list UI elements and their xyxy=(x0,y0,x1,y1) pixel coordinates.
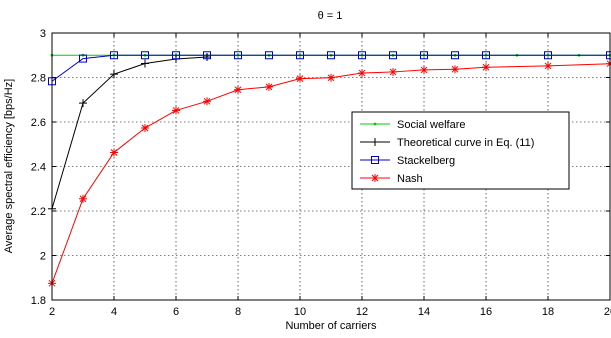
series-line xyxy=(51,56,208,209)
data-point xyxy=(358,69,366,78)
x-tick-label: 20 xyxy=(604,306,611,318)
data-point xyxy=(172,106,180,115)
data-point xyxy=(451,65,459,74)
data-point xyxy=(203,51,211,60)
data-point xyxy=(482,51,490,60)
data-point xyxy=(265,82,273,91)
y-tick-label: 3 xyxy=(40,28,46,40)
legend-label: Stackelberg xyxy=(397,155,455,167)
legend-label: Nash xyxy=(397,173,423,185)
data-point xyxy=(203,97,211,106)
x-tick-label: 10 xyxy=(294,306,306,318)
data-point xyxy=(141,51,149,60)
data-point xyxy=(265,51,273,60)
axis-ticks: 24681012141618201.822.22.42.62.83 xyxy=(31,28,611,318)
data-point xyxy=(110,70,118,79)
y-tick-label: 2.2 xyxy=(31,206,46,218)
legend-marker xyxy=(373,122,377,126)
data-point xyxy=(358,51,366,60)
x-tick-label: 8 xyxy=(235,306,241,318)
chart-title: θ = 1 xyxy=(318,10,343,22)
x-axis-label: Number of carriers xyxy=(285,320,377,332)
data-point xyxy=(544,51,552,60)
data-point xyxy=(420,65,428,74)
y-axis-label: Average spectral efficiency [bps/Hz] xyxy=(3,79,15,253)
data-point xyxy=(79,194,87,203)
data-point xyxy=(327,51,335,60)
data-point xyxy=(327,73,335,82)
data-point xyxy=(389,51,397,60)
x-tick-label: 18 xyxy=(542,306,554,318)
data-point xyxy=(482,63,490,72)
y-tick-label: 2.8 xyxy=(31,73,46,85)
legend-item: Theoretical curve in Eq. (11) xyxy=(360,137,534,149)
series-layer xyxy=(48,51,611,288)
legend-item: Stackelberg xyxy=(360,155,455,167)
y-tick-label: 2.4 xyxy=(31,162,46,174)
data-point xyxy=(172,51,180,60)
data-point xyxy=(296,51,304,60)
data-point xyxy=(79,54,87,63)
x-tick-label: 14 xyxy=(418,306,430,318)
x-tick-label: 2 xyxy=(49,306,55,318)
data-point xyxy=(79,99,87,108)
data-point xyxy=(389,67,397,76)
data-point xyxy=(420,51,428,60)
data-point xyxy=(451,51,459,60)
legend-marker xyxy=(371,174,379,182)
data-point xyxy=(296,74,304,83)
x-tick-label: 12 xyxy=(356,306,368,318)
data-point xyxy=(234,85,242,94)
series-line xyxy=(51,54,610,82)
x-tick-label: 6 xyxy=(173,306,179,318)
legend-marker xyxy=(371,156,379,164)
series-stackelberg xyxy=(48,51,611,86)
data-point xyxy=(110,51,118,60)
data-point xyxy=(141,124,149,133)
legend-item: Nash xyxy=(360,173,423,185)
data-point xyxy=(141,59,149,68)
legend-item: Social welfare xyxy=(360,119,465,131)
data-point xyxy=(544,61,552,70)
data-point xyxy=(110,148,118,157)
data-point xyxy=(234,51,242,60)
y-tick-label: 2 xyxy=(40,251,46,263)
y-tick-label: 1.8 xyxy=(31,295,46,307)
x-tick-label: 4 xyxy=(111,306,117,318)
legend-box xyxy=(351,111,570,190)
series-theoretical-curve-in-eq-11 xyxy=(48,53,211,213)
x-tick-label: 16 xyxy=(480,306,492,318)
data-point xyxy=(203,53,211,62)
legend-label: Social welfare xyxy=(397,119,465,131)
legend-marker xyxy=(371,138,379,146)
legend-label: Theoretical curve in Eq. (11) xyxy=(397,137,534,149)
y-tick-label: 2.6 xyxy=(31,117,46,129)
legend: Social welfare Theoretical curve in Eq. (… xyxy=(351,111,570,190)
